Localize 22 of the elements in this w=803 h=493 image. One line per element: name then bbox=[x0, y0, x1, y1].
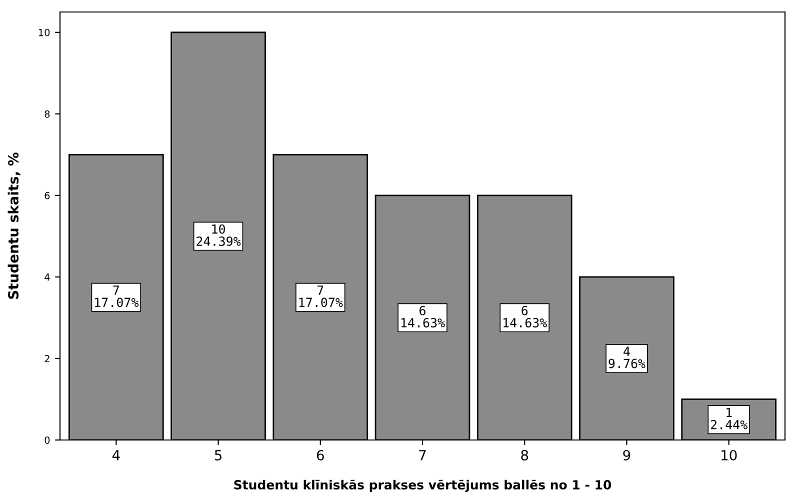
x-tick-label: 4 bbox=[112, 450, 120, 460]
y-tick-label: 8 bbox=[44, 110, 50, 118]
x-axis-title: Studentu klīniskās prakses vērtējums ballēs no 1 - 10 bbox=[234, 480, 612, 492]
y-tick-label: 4 bbox=[44, 274, 50, 281]
y-tick-label: 2 bbox=[44, 354, 50, 362]
data-label: 4 9.76% bbox=[608, 346, 646, 368]
data-label: 10 24.39% bbox=[196, 224, 241, 246]
y-tick-label: 10 bbox=[38, 28, 50, 36]
data-label: 6 14.63% bbox=[401, 306, 445, 328]
x-tick-label: 7 bbox=[419, 450, 426, 460]
x-tick-label: 6 bbox=[316, 450, 324, 460]
data-label: 1 2.44% bbox=[710, 408, 748, 430]
x-tick-label: 9 bbox=[623, 450, 630, 460]
x-tick-label: 8 bbox=[521, 450, 528, 460]
y-axis-title: Studentu skaits, % bbox=[8, 152, 20, 299]
data-label: 7 17.07% bbox=[95, 286, 139, 308]
x-tick-label: 10 bbox=[722, 450, 737, 460]
x-tick-label: 5 bbox=[214, 450, 222, 460]
y-tick-label: 0 bbox=[44, 436, 50, 444]
y-tick-label: 6 bbox=[44, 192, 50, 200]
data-label: 6 14.63% bbox=[504, 306, 547, 328]
data-label: 7 17.07% bbox=[299, 286, 343, 308]
